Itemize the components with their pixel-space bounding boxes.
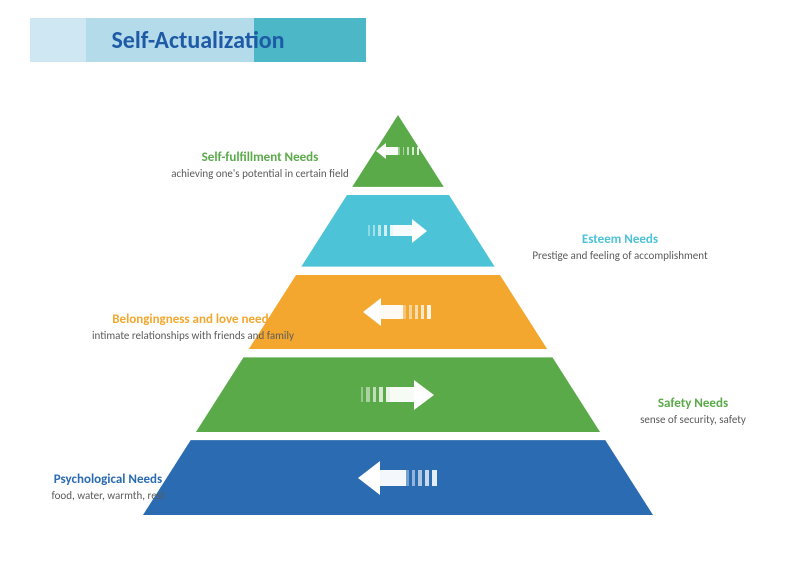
arrow-left-icon [363, 298, 431, 327]
caption-title: Esteem Needs [520, 232, 720, 247]
caption-desc: sense of security, safety [598, 413, 788, 427]
caption-desc: achieving one's potential in certain fie… [160, 167, 360, 181]
caption-title: Safety Needs [598, 396, 788, 411]
caption-desc: Prestige and feeling of accomplishment [520, 249, 720, 263]
diagram-canvas: Self-Actualization Psychological Needs fo… [0, 0, 800, 561]
title-banner: Self-Actualization [30, 18, 366, 62]
caption-title: Belongingness and love needs [78, 312, 308, 327]
arrow-right-icon [368, 218, 427, 242]
caption-self-fulfillment: Self-fulfillment Needs achieving one's po… [160, 150, 360, 181]
caption-desc: food, water, warmth, rest [8, 489, 208, 503]
caption-psychological: Psychological Needs food, water, warmth, … [8, 472, 208, 503]
caption-belonging: Belongingness and love needs intimate rel… [78, 312, 308, 343]
arrow-left-icon [358, 461, 437, 495]
arrow-left-icon [376, 143, 420, 159]
caption-title: Psychological Needs [8, 472, 208, 487]
caption-title: Self-fulfillment Needs [160, 150, 360, 165]
caption-safety: Safety Needs sense of security, safety [598, 396, 788, 427]
title-text: Self-Actualization [30, 18, 366, 62]
arrow-right-icon [361, 379, 434, 410]
caption-esteem: Esteem Needs Prestige and feeling of acco… [520, 232, 720, 263]
caption-desc: intimate relationships with friends and … [78, 329, 308, 343]
